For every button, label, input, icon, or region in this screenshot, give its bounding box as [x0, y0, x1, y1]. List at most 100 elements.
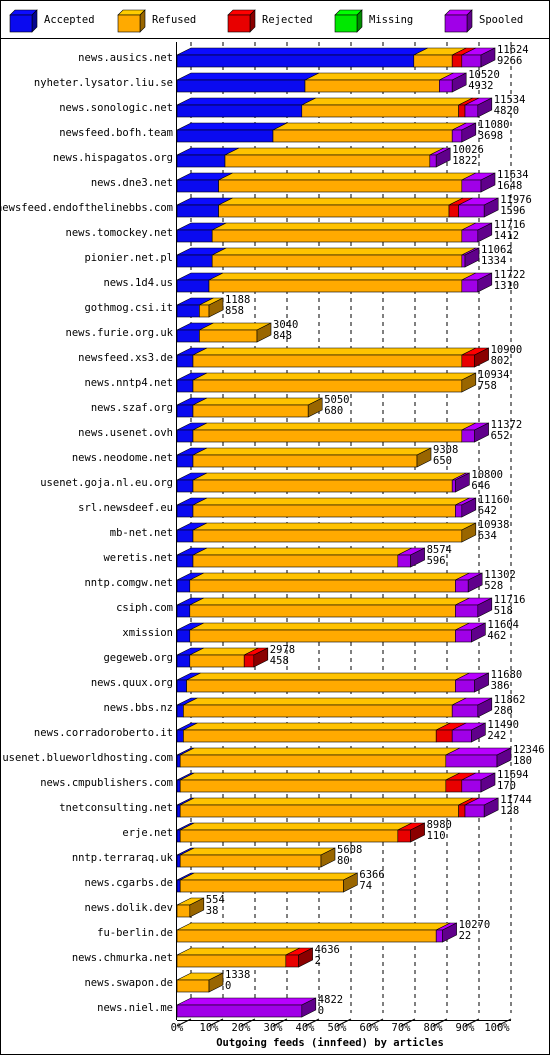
total-label: 10026	[452, 144, 484, 156]
x-tick-label: 10%	[200, 1022, 220, 1034]
total-label: 8574	[427, 544, 452, 556]
legend-swatch	[334, 14, 358, 33]
bar-top	[176, 47, 428, 56]
legend-label: Rejected	[262, 14, 313, 26]
bar	[458, 804, 466, 818]
bar	[461, 279, 479, 293]
bar	[451, 729, 472, 743]
bar-side	[471, 622, 486, 643]
y-tick-label: pionier.net.pl	[84, 252, 173, 264]
bar-top	[192, 422, 476, 431]
bar	[199, 304, 210, 318]
bar-top	[183, 722, 451, 731]
bar	[192, 554, 399, 568]
total-label: 11716	[494, 594, 526, 606]
y-tick-label: gegeweb.org	[103, 652, 173, 664]
bar	[243, 654, 255, 668]
bar-top	[180, 822, 412, 831]
bar	[455, 629, 472, 643]
bar-side	[253, 647, 269, 668]
bar	[304, 79, 440, 93]
bar-top	[176, 97, 316, 106]
bar-side	[307, 397, 323, 418]
total-label: 554	[206, 894, 225, 906]
bar-side	[298, 947, 313, 968]
bar	[413, 54, 453, 68]
bar	[176, 854, 181, 868]
bar	[176, 254, 213, 268]
bar-side	[474, 672, 489, 693]
bar	[199, 329, 258, 343]
total-label: 10900	[491, 344, 523, 356]
bar	[445, 779, 463, 793]
bar	[192, 354, 463, 368]
y-tick-label: mb-net.net	[110, 527, 173, 539]
count-label: 1412	[494, 230, 519, 242]
bar	[461, 779, 482, 793]
bar	[176, 729, 184, 743]
legend-swatch	[9, 14, 33, 33]
bar-top	[192, 472, 467, 481]
legend-label: Missing	[369, 14, 413, 26]
total-label: 11302	[484, 569, 516, 581]
y-tick-label: gothmog.csi.it	[84, 302, 173, 314]
count-label: 22	[459, 930, 472, 942]
count-label: 1596	[500, 205, 525, 217]
count-label: 9266	[497, 55, 522, 67]
bar-side	[208, 297, 224, 318]
y-tick-label: news.ausics.net	[78, 52, 173, 64]
y-tick-label: news.quux.org	[91, 677, 173, 689]
tick-mark	[272, 1018, 288, 1027]
bar-side	[496, 747, 512, 768]
total-label: 11862	[494, 694, 526, 706]
y-tick-label: newsfeed.bofh.team	[59, 127, 173, 139]
bar	[461, 229, 479, 243]
y-tick-label: fu-berlin.de	[97, 927, 173, 939]
bar	[464, 104, 479, 118]
count-label: 2	[315, 955, 321, 967]
count-label: 758	[478, 380, 497, 392]
bar-side	[189, 897, 205, 918]
bar-side	[442, 922, 457, 943]
bar	[224, 154, 431, 168]
y-tick-label: erje.net	[122, 827, 173, 839]
count-label: 110	[427, 830, 446, 842]
count-label: 650	[433, 455, 452, 467]
legend-label: Refused	[152, 14, 196, 26]
bar	[458, 104, 466, 118]
y-tick-label: news.niel.me	[97, 1002, 173, 1014]
y-tick-label: news.cgarbs.de	[84, 877, 173, 889]
count-label: 128	[500, 805, 519, 817]
bar-side	[208, 972, 224, 993]
bar	[176, 179, 219, 193]
bar-side	[256, 322, 272, 343]
legend-label: Spooled	[479, 14, 523, 26]
bar-side	[455, 472, 470, 493]
bar	[176, 829, 181, 843]
bar	[176, 379, 194, 393]
bar-side	[480, 47, 496, 68]
count-label: 1822	[452, 155, 477, 167]
bar-top	[192, 372, 476, 381]
legend-swatch	[227, 14, 251, 33]
bar-top	[180, 772, 460, 781]
count-label: 386	[491, 680, 510, 692]
y-tick-label: newsfeed.xs3.de	[78, 352, 173, 364]
bar	[176, 679, 187, 693]
count-label: 38	[206, 905, 219, 917]
total-label: 10520	[468, 69, 500, 81]
count-label: 80	[337, 855, 350, 867]
bar	[176, 629, 191, 643]
bar	[192, 379, 463, 393]
bar	[455, 579, 469, 593]
bar	[451, 704, 479, 718]
bar	[183, 729, 437, 743]
bar	[179, 879, 344, 893]
bar	[192, 504, 456, 518]
bar	[192, 454, 418, 468]
y-tick-label: nntp.comgw.net	[84, 577, 173, 589]
bar-side	[464, 247, 480, 268]
x-tick-label: 90%	[456, 1022, 476, 1034]
bar	[176, 229, 213, 243]
total-label: 10938	[478, 519, 510, 531]
